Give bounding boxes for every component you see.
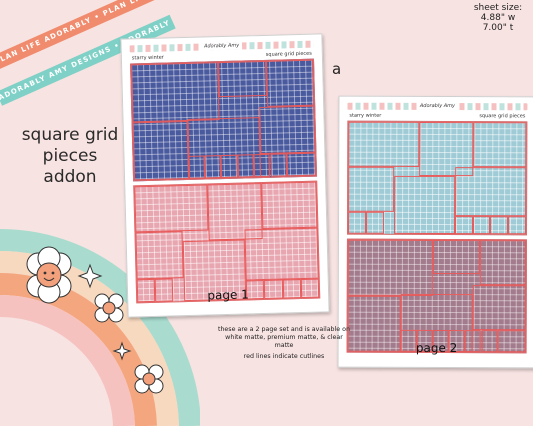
rainbow-illustration xyxy=(0,229,200,426)
pink-grid-section xyxy=(133,180,321,304)
cutline-piece xyxy=(508,216,527,235)
sheet-header-right: square grid pieces xyxy=(479,113,526,120)
sheet-size-width: 4.88" w xyxy=(480,13,516,23)
light-blue-grid-section xyxy=(346,120,528,236)
cutline-piece xyxy=(220,154,238,179)
title-line-3: addon xyxy=(43,167,97,187)
cutline-piece xyxy=(244,227,319,281)
cutline-piece xyxy=(347,239,434,296)
bottom-flower-icon xyxy=(134,364,164,394)
sheet-header-left: starry winter xyxy=(131,54,164,62)
sticker-sheet-page-2: Adorably Amy starry winter square grid p… xyxy=(337,95,533,369)
set-description: these are a 2 page set and is available … xyxy=(217,326,351,349)
cutline-piece xyxy=(479,240,526,286)
cutline-piece xyxy=(472,284,526,330)
cutline-piece xyxy=(394,175,455,235)
blue-grid-section xyxy=(130,58,318,182)
cutline-piece xyxy=(265,59,315,108)
sticker-sheet-page-1: Adorably Amy starry winter square grid p… xyxy=(120,33,330,318)
title-line-1: square grid xyxy=(21,125,119,145)
sparkle-icon xyxy=(77,263,103,289)
cutline-piece xyxy=(261,181,318,230)
cutline-piece xyxy=(286,152,317,177)
smiley-flower-icon xyxy=(26,246,72,304)
sparkle-icon-2 xyxy=(112,341,132,361)
cutline-piece xyxy=(433,239,480,274)
cutline-piece xyxy=(472,122,527,168)
cutline-piece xyxy=(237,154,255,178)
cutline-piece xyxy=(454,166,527,217)
sheet-header-right: square grid pieces xyxy=(265,50,312,58)
cutline-piece xyxy=(218,60,267,97)
cutline-piece xyxy=(347,211,366,234)
header-decoration: Adorably Amy xyxy=(347,102,528,111)
cutline-piece xyxy=(365,211,384,234)
sheet-size-label: sheet size: xyxy=(473,3,523,13)
cutline-piece xyxy=(348,121,420,167)
cutline-piece xyxy=(269,153,287,177)
cutline-piece xyxy=(134,184,209,233)
cutline-piece xyxy=(472,216,491,235)
sheet-size-height: 7.00" t xyxy=(482,23,514,33)
title-line-2: pieces xyxy=(42,146,98,166)
cutline-piece xyxy=(204,154,222,179)
sheet-header-left: starry winter xyxy=(349,112,382,119)
cutline-piece xyxy=(253,153,271,178)
cutline-piece xyxy=(490,216,509,235)
cutline-piece xyxy=(259,106,316,154)
cutline-piece xyxy=(348,166,395,212)
cutline-piece xyxy=(188,155,206,179)
cutline-piece xyxy=(132,120,189,181)
cutline-note: red lines indicate cutlines xyxy=(243,353,325,360)
product-title: square grid pieces addon xyxy=(15,125,125,188)
brand-logo: Adorably Amy xyxy=(200,42,243,51)
cutline-piece xyxy=(131,62,220,123)
small-flower-icon xyxy=(94,293,124,323)
cutline-piece xyxy=(454,216,473,235)
mauve-grid-section xyxy=(346,238,527,354)
sheet-size-info: sheet size: 4.88" w 7.00" t xyxy=(464,3,532,33)
brand-logo: Adorably Amy xyxy=(416,102,459,111)
product-info: these are a 2 page set and is available … xyxy=(216,326,352,364)
cutline-piece xyxy=(135,231,184,280)
variant-letter: a xyxy=(332,60,342,78)
page-2-label: page 2 xyxy=(415,340,458,356)
